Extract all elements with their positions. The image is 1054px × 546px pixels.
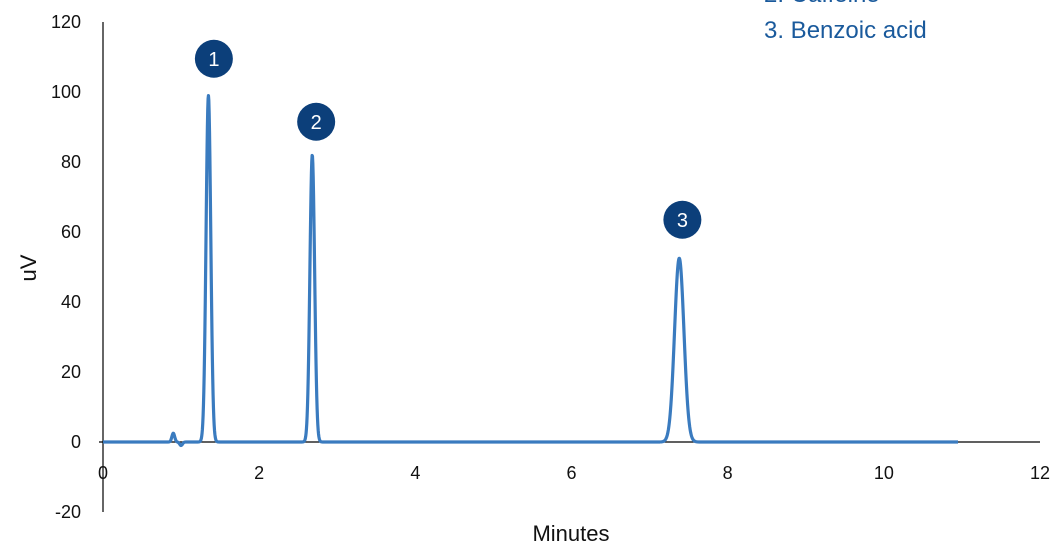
peak-marker: 3 xyxy=(663,200,702,239)
y-axis-title: uV xyxy=(16,254,41,281)
y-tick-label: 120 xyxy=(51,12,81,32)
peak-marker: 2 xyxy=(297,102,336,141)
series-line xyxy=(101,93,960,448)
legend: 2. Caffeine 3. Benzoic acid xyxy=(764,0,927,44)
x-tick-label: 0 xyxy=(98,463,108,483)
x-tick-label: 8 xyxy=(723,463,733,483)
y-tick-label: 80 xyxy=(61,152,81,172)
y-tick-label: 20 xyxy=(61,362,81,382)
legend-entry: 3. Benzoic acid xyxy=(764,17,927,44)
y-tick-label: -20 xyxy=(55,502,81,522)
peak-marker-label: 1 xyxy=(208,49,219,71)
x-axis-title: Minutes xyxy=(532,521,609,546)
y-tick-label: 60 xyxy=(61,222,81,242)
x-tick-label: 6 xyxy=(566,463,576,483)
x-tick-label: 10 xyxy=(874,463,894,483)
x-tick-label: 12 xyxy=(1030,463,1050,483)
y-tick-label: 100 xyxy=(51,82,81,102)
x-tick-label: 2 xyxy=(254,463,264,483)
peak-marker-circle xyxy=(663,200,702,239)
legend-entry: 2. Caffeine xyxy=(764,0,880,8)
x-tick-label: 4 xyxy=(410,463,420,483)
series-layer xyxy=(101,93,960,448)
peak-marker: 1 xyxy=(194,39,233,78)
peak-marker-circle xyxy=(297,102,336,141)
peak-marker-circle xyxy=(194,39,233,78)
y-tick-label: 0 xyxy=(71,432,81,452)
y-tick-label: 40 xyxy=(61,292,81,312)
peak-marker-label: 2 xyxy=(311,112,322,134)
peak-marker-label: 3 xyxy=(677,210,688,232)
peak-markers: 1 2 3 xyxy=(194,39,702,239)
